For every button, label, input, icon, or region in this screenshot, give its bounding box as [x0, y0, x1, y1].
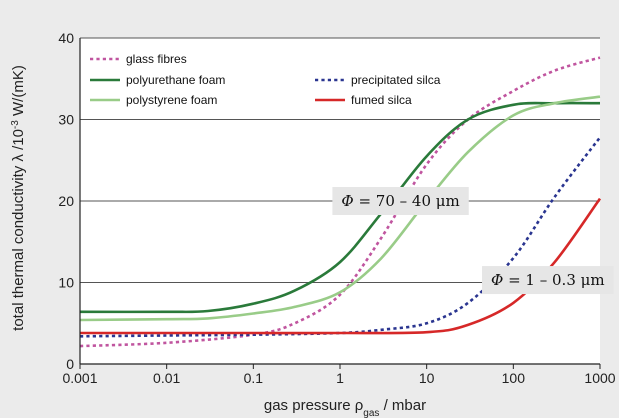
annotation-2: Φ = 1 – 0.3 μm — [482, 266, 614, 295]
legend-label: fumed silca — [351, 93, 412, 107]
legend-label: polystyrene foam — [126, 93, 217, 107]
x-axis-title: gas pressure ρgas / mbar — [264, 397, 426, 418]
x-tick-label: 0.1 — [244, 370, 264, 386]
legend-label: precipitated silca — [351, 73, 441, 87]
y-axis-title: total thermal conductivity λ /10-3 W/(mK… — [10, 65, 28, 331]
legend-item-glass-fibres: glass fibres — [90, 52, 187, 66]
x-tick-label: 0.01 — [153, 370, 180, 386]
legend-item-polyurethane-foam: polyurethane foam — [90, 73, 225, 87]
annotations: Φ = 70 – 40 μm Φ = 1 – 0.3 μm — [332, 187, 614, 295]
legend-item-fumed-silca: fumed silca — [315, 93, 412, 107]
x-tick-labels: 0.001 0.01 0.1 1 10 100 1000 — [62, 364, 616, 386]
x-tick-label: 0.001 — [62, 370, 97, 386]
series-line-polystyrene-foam — [79, 95, 601, 322]
series-line-precipitated-silca — [79, 136, 602, 338]
y-tick-labels: 0 10 20 30 40 — [58, 30, 74, 372]
x-tick-label: 1 — [336, 370, 344, 386]
y-tick-label: 0 — [66, 356, 74, 372]
legend-item-precipitated-silca: precipitated silca — [315, 73, 441, 87]
y-tick-label: 30 — [58, 112, 74, 128]
x-tick-label: 100 — [502, 370, 526, 386]
legend-item-polystyrene-foam: polystyrene foam — [90, 93, 217, 107]
legend-label: glass fibres — [126, 52, 187, 66]
annotation-box — [332, 187, 469, 215]
annotation-label: Φ = 1 – 0.3 μm — [491, 271, 605, 289]
x-tick-label: 1000 — [584, 370, 615, 386]
y-tick-label: 10 — [58, 275, 74, 291]
legend: glass fibres polyurethane foam precipitate… — [90, 52, 441, 107]
series-line-polyurethane-foam — [79, 101, 601, 314]
y-tick-label: 40 — [58, 30, 74, 46]
y-tick-label: 20 — [58, 193, 74, 209]
annotation-box — [482, 266, 614, 295]
x-tick-label: 10 — [419, 370, 435, 386]
legend-label: polyurethane foam — [126, 73, 225, 87]
annotation-1: Φ = 70 – 40 μm — [332, 187, 469, 215]
annotation-label: Φ = 70 – 40 μm — [341, 192, 459, 210]
